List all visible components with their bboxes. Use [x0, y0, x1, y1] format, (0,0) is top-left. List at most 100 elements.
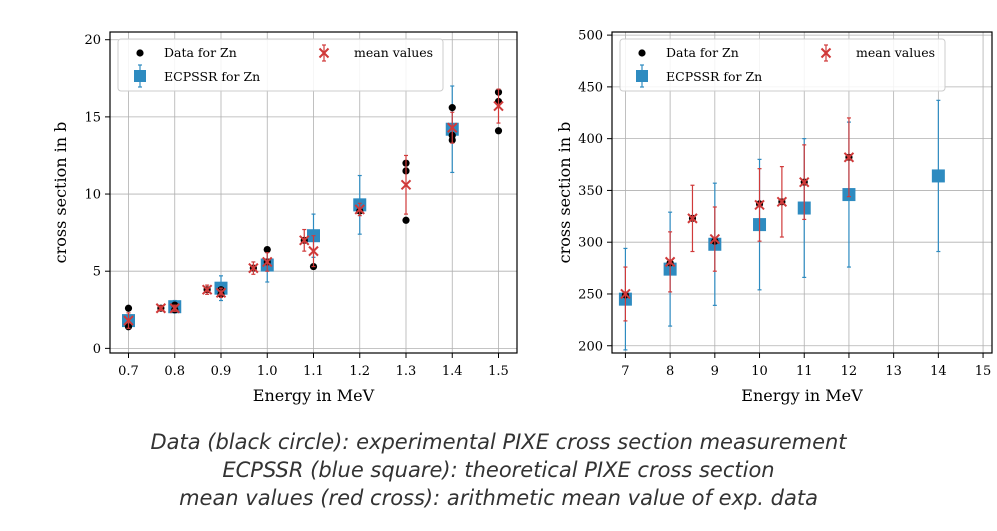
x-axis-label: Energy in MeV [741, 386, 863, 405]
plot-frame [109, 31, 518, 354]
x-tick-label: 10 [751, 364, 768, 379]
mean-point [215, 287, 227, 299]
legend-data-marker [136, 49, 144, 57]
x-axis-label: Energy in MeV [253, 386, 375, 405]
legend-mean-label: mean values [856, 45, 935, 60]
legend-mean-label: mean values [354, 45, 433, 60]
data-point [402, 216, 410, 224]
mean-point [664, 231, 676, 293]
mean-cross [493, 100, 504, 112]
y-axis-label: cross section in b [51, 122, 70, 264]
ecpssr-square [931, 169, 945, 183]
mean-cross [262, 256, 273, 268]
x-tick-label: 1.5 [488, 364, 509, 379]
y-tick-label: 250 [578, 287, 603, 302]
mean-point [754, 168, 765, 242]
mean-point [400, 154, 412, 215]
legend-ecpssr-square [636, 70, 648, 82]
mean-cross [687, 213, 698, 224]
mean-cross [709, 233, 721, 245]
chart-1: 0.7 0.8 0.9 1.0 1.1 1.2 1.3 1.4 1.5 0 5 10 15 20 Energ… [51, 31, 518, 405]
mean-cross [123, 315, 134, 326]
mean-point [169, 303, 180, 314]
legend-ecpssr-marker [636, 64, 648, 88]
mean-point [776, 166, 788, 238]
data-point [124, 304, 133, 312]
y-tick-label: 300 [578, 236, 603, 251]
mean-point [687, 184, 698, 253]
mean-point [493, 88, 504, 124]
mean-cross [248, 262, 259, 274]
legend-box [619, 38, 946, 92]
legend: Data for Zn ECPSSR for Zn mean values [117, 38, 444, 92]
mean-point [308, 235, 319, 268]
mean-cross [776, 196, 788, 208]
mean-cross [447, 122, 458, 133]
mean-cross [201, 284, 213, 295]
x-tick-label: 1.1 [303, 364, 324, 379]
mean-cross [664, 256, 676, 268]
caption-line-1: Data (black circle): experimental PIXE c… [150, 430, 847, 454]
mean-cross [754, 199, 765, 211]
x-tick-label: 13 [885, 364, 902, 379]
y-tick-label: 200 [578, 339, 603, 354]
mean-point [299, 228, 310, 252]
y-tick-label: 400 [578, 132, 603, 147]
plot-frame [611, 31, 993, 354]
legend: Data for Zn ECPSSR for Zn mean values [619, 38, 946, 92]
y-tick-label: 20 [84, 33, 101, 48]
y-tick-label: 350 [578, 184, 603, 199]
caption-line-3: mean values (red cross): arithmetic mean… [179, 486, 818, 510]
mean-point [354, 202, 365, 217]
x-tick-label: 11 [796, 364, 813, 379]
x-tick-label: 15 [975, 364, 992, 379]
mean-cross [620, 288, 631, 300]
legend-ecpssr-square [134, 70, 146, 82]
legend-mean-marker [318, 44, 330, 62]
y-tick-label: 500 [578, 29, 603, 44]
x-tick-label: 7 [621, 364, 629, 379]
x-tick-label: 9 [711, 364, 719, 379]
x-tick-label: 1.3 [396, 364, 417, 379]
x-tick-label: 8 [666, 364, 674, 379]
legend-mean-cross [318, 47, 330, 59]
mean-point [709, 206, 721, 272]
legend-box [117, 38, 444, 92]
mean-point [447, 111, 458, 144]
data-point [448, 104, 456, 112]
x-tick-label: 0.8 [164, 364, 185, 379]
mean-point [620, 266, 631, 322]
legend-data-label: Data for Zn [164, 45, 237, 60]
y-axis-label: cross section in b [555, 122, 574, 264]
data-point [263, 246, 271, 254]
mean-cross [799, 176, 810, 188]
legend-mean-cross [820, 47, 832, 59]
x-tick-label: 1.4 [442, 364, 463, 379]
caption-line-2: ECPSSR (blue square): theoretical PIXE c… [222, 458, 775, 482]
legend-data-marker [638, 49, 646, 57]
y-tick-label: 0 [93, 342, 101, 357]
x-tick-label: 12 [841, 364, 858, 379]
chart-2: 7 8 9 10 11 12 13 14 15 200 250 300 350 400 450 500 Ener… [555, 29, 993, 405]
y-tick-label: 15 [84, 110, 101, 125]
mean-cross [215, 287, 227, 299]
mean-point [843, 117, 855, 198]
legend-mean-marker [820, 44, 832, 62]
mean-point [201, 284, 213, 295]
y-tick-label: 450 [578, 80, 603, 95]
figure: 0.7 0.8 0.9 1.0 1.1 1.2 1.3 1.4 1.5 0 5 10 15 20 Energ… [51, 29, 993, 405]
mean-cross [308, 245, 319, 257]
mean-cross [299, 235, 310, 246]
mean-cross [400, 179, 412, 190]
x-tick-label: 0.7 [118, 364, 139, 379]
mean-cross [169, 303, 180, 314]
y-tick-label: 10 [84, 188, 101, 203]
mean-point [155, 303, 167, 314]
legend-ecpssr-label: ECPSSR for Zn [666, 69, 762, 84]
legend-data-label: Data for Zn [666, 45, 739, 60]
mean-point [799, 144, 810, 221]
legend-ecpssr-label: ECPSSR for Zn [164, 69, 260, 84]
x-tick-label: 1.2 [349, 364, 370, 379]
mean-point [262, 252, 273, 272]
legend-ecpssr-marker [134, 64, 146, 88]
